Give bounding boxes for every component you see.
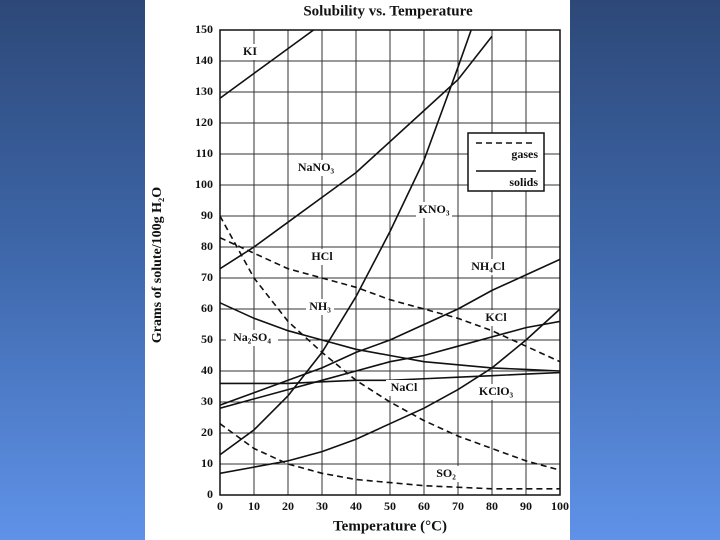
y-tick-label: 20: [201, 425, 213, 439]
x-tick-label: 90: [520, 499, 532, 513]
legend-label: solids: [509, 175, 538, 189]
series-label: NaCl: [391, 380, 418, 394]
series-label: NH₃: [309, 299, 331, 313]
series-line: [220, 320, 560, 409]
y-tick-label: 90: [201, 208, 213, 222]
y-axis-label: Grams of solute/100g H₂O: [150, 187, 165, 343]
series-line: [220, 423, 560, 490]
y-tick-label: 60: [201, 301, 213, 315]
y-tick-label: 120: [195, 115, 213, 129]
series-line: [220, 30, 315, 99]
x-tick-label: 0: [217, 499, 223, 513]
x-tick-label: 20: [282, 499, 294, 513]
y-tick-label: 150: [195, 22, 213, 36]
series-label: HCl: [311, 249, 333, 263]
series-label-bg: [466, 259, 510, 275]
series-label-bg: [226, 330, 278, 346]
chart-title: Solubility vs. Temperature: [303, 3, 473, 19]
x-tick-label: 70: [452, 499, 464, 513]
series-label: NH₄Cl: [471, 259, 505, 273]
series-label: KCl: [485, 310, 507, 324]
y-tick-label: 100: [195, 177, 213, 191]
x-tick-label: 100: [551, 499, 569, 513]
series-label-bg: [474, 384, 518, 400]
series-label-bg: [240, 44, 260, 60]
series-line: [220, 215, 560, 471]
y-tick-label: 50: [201, 332, 213, 346]
series-line: [220, 308, 560, 475]
series-label-bg: [432, 466, 460, 482]
plot-frame: [219, 29, 561, 496]
y-tick-label: 10: [201, 456, 213, 470]
x-tick-label: 10: [248, 499, 260, 513]
series-line: [220, 236, 560, 363]
y-tick-label: 0: [207, 487, 213, 501]
series-label: Na₂SO₄: [233, 330, 271, 344]
series-label: KClO₃: [479, 384, 514, 398]
y-tick-label: 130: [195, 84, 213, 98]
series-line: [220, 258, 560, 406]
y-tick-label: 80: [201, 239, 213, 253]
series-label: NaNO₃: [298, 160, 335, 174]
series-label: KI: [243, 44, 257, 58]
y-tick-label: 140: [195, 53, 213, 67]
series-label-bg: [386, 380, 422, 396]
series-line: [220, 35, 493, 270]
y-tick-label: 30: [201, 394, 213, 408]
series-label: SO₂: [436, 466, 456, 480]
series-label-bg: [294, 160, 338, 176]
series-line: [220, 302, 560, 372]
series-label-bg: [306, 299, 334, 315]
y-tick-label: 40: [201, 363, 213, 377]
x-tick-label: 40: [350, 499, 362, 513]
x-tick-label: 50: [384, 499, 396, 513]
x-tick-label: 80: [486, 499, 498, 513]
series-line: [220, 30, 473, 456]
series-label-bg: [482, 310, 510, 326]
x-tick-label: 30: [316, 499, 328, 513]
series-label-bg: [308, 249, 336, 265]
legend-label: gases: [511, 147, 538, 161]
y-tick-label: 70: [201, 270, 213, 284]
x-axis-label: Temperature (°C): [333, 518, 447, 534]
series-label: KNO₃: [419, 202, 450, 216]
x-tick-label: 60: [418, 499, 430, 513]
series-label-bg: [416, 202, 452, 218]
y-tick-label: 110: [196, 146, 213, 160]
